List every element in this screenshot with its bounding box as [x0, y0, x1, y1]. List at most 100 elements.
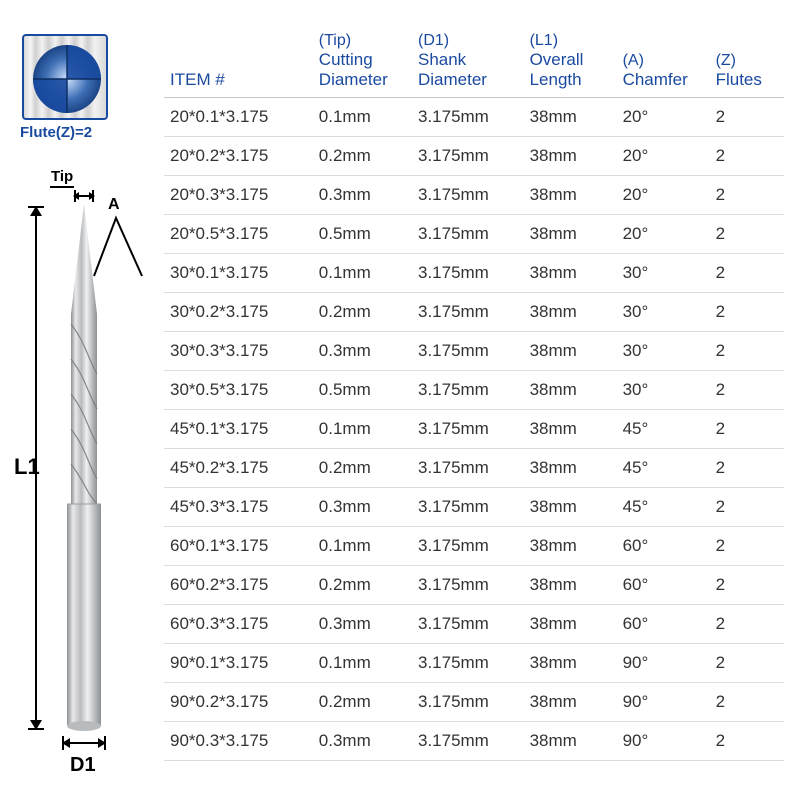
col-header-sup: (A): [623, 52, 704, 70]
flute-count-label: Flute(Z)=2: [20, 124, 158, 141]
table-cell: 30*0.5*3.175: [164, 371, 313, 410]
table-cell: 30°: [617, 254, 710, 293]
table-cell: 3.175mm: [412, 332, 524, 371]
table-cell: 45*0.3*3.175: [164, 488, 313, 527]
col-header-main: ITEM #: [170, 70, 307, 90]
table-cell: 38mm: [524, 332, 617, 371]
table-cell: 3.175mm: [412, 371, 524, 410]
col-header-4: (A)Chamfer: [617, 28, 710, 98]
table-cell: 38mm: [524, 722, 617, 761]
table-cell: 90*0.2*3.175: [164, 683, 313, 722]
table-cell: 0.1mm: [313, 98, 412, 137]
table-cell: 3.175mm: [412, 683, 524, 722]
bit-diagram: Tip A: [18, 172, 168, 772]
table-cell: 2: [710, 332, 784, 371]
col-header-0: ITEM #: [164, 28, 313, 98]
table-row: 30*0.3*3.1750.3mm3.175mm38mm30°2: [164, 332, 784, 371]
table-cell: 38mm: [524, 488, 617, 527]
table-cell: 2: [710, 137, 784, 176]
table-cell: 38mm: [524, 644, 617, 683]
flute-swatch-icon: [22, 34, 108, 120]
table-cell: 90°: [617, 644, 710, 683]
col-header-sup: (Z): [716, 52, 778, 70]
col-header-3: (L1)OverallLength: [524, 28, 617, 98]
table-cell: 60°: [617, 605, 710, 644]
tip-dimension-icon: [74, 190, 94, 204]
d1-dimension-icon: [62, 734, 106, 754]
table-cell: 38mm: [524, 683, 617, 722]
table-cell: 2: [710, 254, 784, 293]
table-cell: 90°: [617, 683, 710, 722]
table-cell: 38mm: [524, 176, 617, 215]
table-cell: 2: [710, 644, 784, 683]
table-cell: 20°: [617, 215, 710, 254]
table-cell: 3.175mm: [412, 293, 524, 332]
table-row: 90*0.3*3.1750.3mm3.175mm38mm90°2: [164, 722, 784, 761]
table-row: 30*0.5*3.1750.5mm3.175mm38mm30°2: [164, 371, 784, 410]
table-cell: 3.175mm: [412, 410, 524, 449]
col-header-sup: (L1): [530, 32, 611, 50]
table-row: 30*0.1*3.1750.1mm3.175mm38mm30°2: [164, 254, 784, 293]
table-cell: 2: [710, 371, 784, 410]
table-cell: 0.3mm: [313, 488, 412, 527]
col-header-main: CuttingDiameter: [319, 50, 406, 89]
table-cell: 45°: [617, 410, 710, 449]
table-cell: 90°: [617, 722, 710, 761]
table-cell: 0.2mm: [313, 566, 412, 605]
table-cell: 30*0.2*3.175: [164, 293, 313, 332]
table-cell: 60°: [617, 566, 710, 605]
table-cell: 0.3mm: [313, 722, 412, 761]
table-cell: 38mm: [524, 566, 617, 605]
table-cell: 3.175mm: [412, 137, 524, 176]
col-header-1: (Tip)CuttingDiameter: [313, 28, 412, 98]
table-cell: 0.1mm: [313, 644, 412, 683]
col-header-2: (D1)ShankDiameter: [412, 28, 524, 98]
d1-label: D1: [70, 754, 96, 777]
table-cell: 30°: [617, 332, 710, 371]
table-cell: 3.175mm: [412, 488, 524, 527]
table-cell: 0.1mm: [313, 410, 412, 449]
table-cell: 38mm: [524, 449, 617, 488]
table-cell: 0.1mm: [313, 254, 412, 293]
table-cell: 0.2mm: [313, 137, 412, 176]
table-cell: 38mm: [524, 605, 617, 644]
table-cell: 0.5mm: [313, 215, 412, 254]
table-cell: 38mm: [524, 98, 617, 137]
table-row: 90*0.2*3.1750.2mm3.175mm38mm90°2: [164, 683, 784, 722]
col-header-5: (Z)Flutes: [710, 28, 784, 98]
table-cell: 38mm: [524, 293, 617, 332]
table-cell: 2: [710, 449, 784, 488]
table-row: 20*0.3*3.1750.3mm3.175mm38mm20°2: [164, 176, 784, 215]
l1-label: L1: [14, 454, 40, 480]
table-cell: 3.175mm: [412, 449, 524, 488]
table-cell: 30°: [617, 371, 710, 410]
col-header-main: ShankDiameter: [418, 50, 518, 89]
table-cell: 2: [710, 293, 784, 332]
table-row: 45*0.1*3.1750.1mm3.175mm38mm45°2: [164, 410, 784, 449]
table-cell: 0.1mm: [313, 527, 412, 566]
table-row: 60*0.3*3.1750.3mm3.175mm38mm60°2: [164, 605, 784, 644]
table-cell: 45*0.2*3.175: [164, 449, 313, 488]
col-header-main: Flutes: [716, 70, 778, 90]
endmill-bit-icon: [66, 204, 102, 732]
table-cell: 30*0.1*3.175: [164, 254, 313, 293]
table-cell: 38mm: [524, 371, 617, 410]
table-row: 60*0.1*3.1750.1mm3.175mm38mm60°2: [164, 527, 784, 566]
table-cell: 0.3mm: [313, 176, 412, 215]
table-cell: 3.175mm: [412, 722, 524, 761]
table-cell: 20*0.2*3.175: [164, 137, 313, 176]
table-row: 60*0.2*3.1750.2mm3.175mm38mm60°2: [164, 566, 784, 605]
table-cell: 90*0.1*3.175: [164, 644, 313, 683]
table-cell: 60*0.3*3.175: [164, 605, 313, 644]
table-cell: 20°: [617, 98, 710, 137]
table-cell: 30*0.3*3.175: [164, 332, 313, 371]
table-cell: 3.175mm: [412, 566, 524, 605]
table-cell: 3.175mm: [412, 215, 524, 254]
table-cell: 0.2mm: [313, 449, 412, 488]
table-row: 45*0.3*3.1750.3mm3.175mm38mm45°2: [164, 488, 784, 527]
table-cell: 30°: [617, 293, 710, 332]
table-cell: 2: [710, 527, 784, 566]
table-row: 30*0.2*3.1750.2mm3.175mm38mm30°2: [164, 293, 784, 332]
table-cell: 60*0.2*3.175: [164, 566, 313, 605]
table-cell: 0.5mm: [313, 371, 412, 410]
